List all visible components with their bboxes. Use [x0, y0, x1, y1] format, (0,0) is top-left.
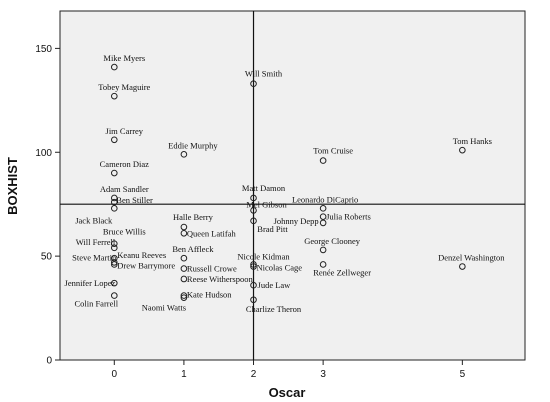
data-point: [110, 279, 118, 287]
data-point-label: Brad Pitt: [257, 224, 288, 234]
data-point-label: Tom Cruise: [313, 146, 353, 156]
data-point: [110, 63, 118, 71]
data-point-label: Will Ferrell: [76, 237, 116, 247]
data-point: [110, 240, 118, 247]
data-point: [180, 292, 188, 299]
y-tick-label: 100: [35, 148, 52, 159]
data-point-label: Matt Damon: [242, 183, 286, 193]
data-point: [319, 157, 327, 164]
data-point: [180, 229, 188, 237]
data-point: [319, 219, 327, 227]
data-point-label: Jim Carrey: [106, 126, 144, 136]
data-point-label: Steve Martin: [72, 252, 117, 262]
data-point: [459, 263, 466, 270]
data-point-label: Mel Gibson: [246, 199, 287, 209]
data-point: [250, 80, 257, 88]
data-point-label: Ben Affleck: [172, 244, 214, 254]
data-point: [110, 92, 118, 100]
data-point: [250, 296, 257, 304]
data-point: [110, 198, 118, 206]
data-point-label: Cameron Diaz: [100, 159, 150, 169]
data-points: [110, 63, 466, 304]
data-point: [319, 246, 327, 254]
x-tick-label: 1: [181, 369, 187, 380]
x-tick-label: 5: [460, 369, 466, 380]
data-point: [110, 169, 118, 177]
data-point-label: Russell Crowe: [187, 264, 237, 274]
data-point-label: Jennifer Lopez: [65, 278, 116, 288]
data-point-label: Nicolas Cage: [257, 263, 303, 273]
data-point-label: Jude Law: [258, 280, 292, 290]
data-point: [110, 259, 118, 266]
data-point: [250, 217, 257, 225]
data-point: [180, 294, 188, 301]
data-point: [250, 263, 257, 270]
data-point-label: Ben Stiller: [116, 195, 153, 205]
y-tick-label: 0: [46, 356, 52, 367]
data-point-label: Reese Witherspoon: [187, 274, 254, 284]
data-point: [459, 146, 466, 154]
data-point: [319, 205, 327, 212]
data-point-label: Denzel Washington: [438, 253, 505, 263]
data-point-label: Tom Hanks: [453, 136, 492, 146]
data-point-label: Queen Latifah: [187, 228, 237, 238]
data-point-label: Colin Farrell: [74, 299, 118, 309]
y-axis-title: BOXHIST: [5, 157, 20, 215]
data-point-label: Adam Sandler: [100, 184, 149, 194]
data-point-label: Julia Roberts: [326, 212, 371, 222]
y-tick-label: 50: [41, 252, 53, 263]
data-point: [250, 281, 257, 289]
data-point-label: Tobey Maguire: [98, 82, 150, 92]
data-point-label: Halle Berry: [173, 212, 214, 222]
data-point: [110, 205, 118, 212]
data-point-label: Drew Barrymore: [117, 260, 175, 270]
data-point: [180, 275, 188, 283]
data-point: [319, 261, 327, 268]
data-point-label: Jack Black: [75, 215, 113, 225]
x-axis-title: Oscar: [269, 385, 306, 400]
y-tick-label: 150: [35, 44, 52, 55]
data-point-label: Nicole Kidman: [237, 251, 290, 261]
data-point-label: Eddie Murphy: [168, 140, 218, 150]
data-point: [110, 136, 118, 144]
data-point: [250, 207, 257, 214]
data-point: [180, 254, 188, 262]
data-point-label: Kate Hudson: [187, 290, 232, 300]
x-tick-label: 3: [320, 369, 326, 380]
data-point-label: Bruce Willis: [103, 227, 146, 237]
data-point: [110, 261, 118, 268]
plot-area: [59, 10, 526, 361]
data-point-label: Will Smith: [245, 69, 283, 79]
data-point-label: Leonardo DiCaprio: [292, 194, 358, 204]
point-labels: Mike Myers Tobey Maguire Jim Carrey Cameron…: [65, 53, 506, 314]
data-point-label: Renée Zellweger: [313, 267, 371, 277]
data-point: [250, 261, 257, 268]
data-point: [180, 223, 188, 231]
data-point: [319, 213, 327, 220]
data-point-label: Johnny Depp: [274, 216, 319, 226]
data-point-label: George Clooney: [304, 236, 361, 246]
data-point: [180, 151, 188, 158]
data-point: [110, 194, 118, 202]
x-tick-label: 2: [251, 369, 257, 380]
data-point: [110, 244, 118, 252]
reference-lines: [60, 11, 525, 360]
data-point: [250, 194, 257, 202]
data-point: [180, 265, 188, 272]
x-axis: 0 1 2 3 5: [112, 360, 466, 380]
data-point: [110, 254, 118, 262]
data-point: [110, 292, 118, 299]
data-point-label: Naomi Watts: [142, 303, 186, 313]
data-point-label: Charlize Theron: [246, 304, 302, 314]
data-point-label: Keanu Reeves: [117, 250, 166, 260]
y-axis: 0 50 100 150: [35, 44, 60, 367]
x-tick-label: 0: [112, 369, 118, 380]
data-point-label: Mike Myers: [103, 53, 145, 63]
